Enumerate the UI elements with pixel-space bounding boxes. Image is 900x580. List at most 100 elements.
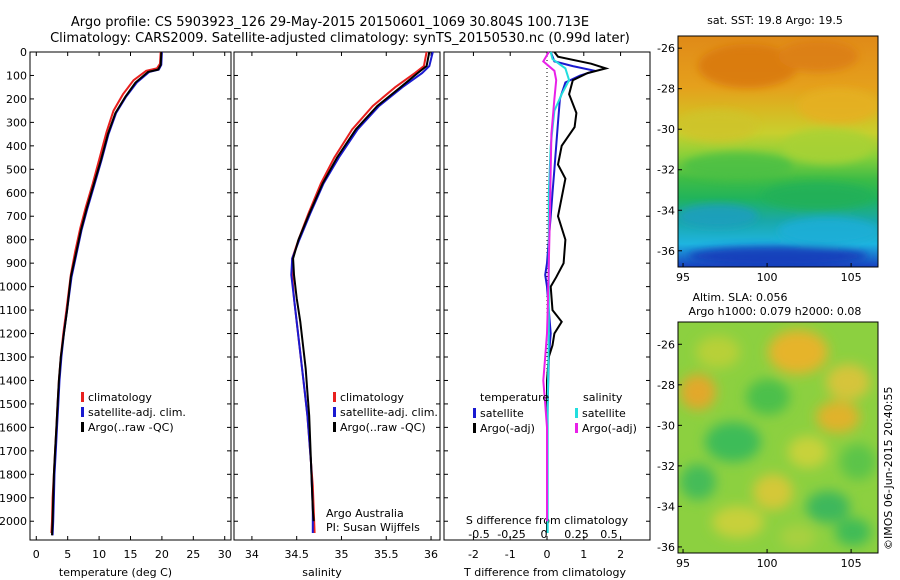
salinity-x-tick-label: 34.5 bbox=[284, 548, 309, 561]
difference-x-tick-label: 1 bbox=[580, 548, 587, 561]
legend-temperature-title: temperature bbox=[480, 391, 549, 404]
difference-series-4 bbox=[542, 51, 558, 522]
depth-tick-label: 900 bbox=[6, 257, 27, 270]
depth-tick-label: 500 bbox=[6, 163, 27, 176]
sst-map-panel: sat. SST: 19.8 Argo: 19.5 bbox=[657, 14, 879, 284]
map-lat-label: -26 bbox=[657, 338, 675, 351]
sla-map-title-line1: Altim. SLA: 0.056 bbox=[692, 291, 787, 304]
sla-map bbox=[678, 322, 878, 553]
depth-tick-label: 1100 bbox=[0, 304, 27, 317]
temperature-x-axis-label: temperature (deg C) bbox=[59, 566, 172, 579]
temperature-series-3 bbox=[51, 51, 163, 536]
depth-tick-label: 1800 bbox=[0, 468, 27, 481]
depth-tick-label: 2000 bbox=[0, 515, 27, 528]
map-lat-label: -32 bbox=[657, 164, 675, 177]
salinity-legend-swatch bbox=[333, 407, 336, 417]
legend-temp-label: satellite bbox=[480, 407, 524, 420]
depth-tick-label: 600 bbox=[6, 187, 27, 200]
map-lat-label: -34 bbox=[657, 500, 675, 513]
map-lat-label: -30 bbox=[657, 419, 675, 432]
temperature-legend-label: Argo(..raw -QC) bbox=[88, 421, 174, 434]
depth-tick-label: 1700 bbox=[0, 445, 27, 458]
difference-series-2 bbox=[546, 51, 610, 533]
salinity-plot-frame bbox=[233, 51, 441, 541]
map-lon-label: 105 bbox=[841, 271, 862, 284]
depth-tick-label: 200 bbox=[6, 93, 27, 106]
salinity-legend-swatch bbox=[333, 422, 336, 432]
difference-panel: -2 -1 0 1 2 T difference from climatology -0.5… bbox=[443, 51, 651, 579]
salinity-x-tick-label: 35.5 bbox=[374, 548, 399, 561]
depth-tick-label: 0 bbox=[20, 46, 27, 59]
legend-temp-swatch bbox=[473, 408, 476, 418]
temperature-x-tick-label: 20 bbox=[155, 548, 169, 561]
salinity-series-3 bbox=[292, 51, 431, 522]
header-line1: Argo profile: CS 5903923_126 29-May-2015… bbox=[71, 15, 589, 30]
map-lat-label: -28 bbox=[657, 379, 675, 392]
map-lat-label: -36 bbox=[657, 541, 675, 554]
legend-temp-swatch bbox=[473, 423, 476, 433]
watermark: ©IMOS 06-Jun-2015 20:40:55 bbox=[882, 386, 895, 550]
depth-tick-label: 1000 bbox=[0, 281, 27, 294]
difference-x-tick-label: -1 bbox=[505, 548, 516, 561]
header-line2: Climatology: CARS2009. Satellite-adjuste… bbox=[50, 31, 630, 46]
salinity-diff-tick-label: -0.25 bbox=[497, 528, 525, 541]
temperature-legend-label: climatology bbox=[88, 391, 152, 404]
sst-map-title: sat. SST: 19.8 Argo: 19.5 bbox=[707, 14, 843, 27]
salinity-legend-label: climatology bbox=[340, 391, 404, 404]
temperature-series-1 bbox=[50, 51, 162, 534]
credit-line1: Argo Australia bbox=[326, 507, 404, 520]
map-lon-label: 100 bbox=[757, 557, 778, 570]
temperature-x-tick-label: 15 bbox=[124, 548, 138, 561]
legend-salinity-title: salinity bbox=[583, 391, 623, 404]
salinity-legend-label: satellite-adj. clim. bbox=[340, 406, 438, 419]
salinity-x-tick-label: 36 bbox=[424, 548, 438, 561]
salinity-x-tick-label: 35 bbox=[334, 548, 348, 561]
depth-tick-label: 100 bbox=[6, 69, 27, 82]
temperature-x-tick-label: 5 bbox=[64, 548, 71, 561]
salinity-diff-tick-label: -0.5 bbox=[468, 528, 489, 541]
sla-map-title-line2: Argo h1000: 0.079 h2000: 0.08 bbox=[689, 305, 862, 318]
legend-sal-label: Argo(-adj) bbox=[582, 422, 637, 435]
depth-tick-label: 400 bbox=[6, 140, 27, 153]
temperature-legend-swatch bbox=[81, 422, 84, 432]
temperature-legend-label: satellite-adj. clim. bbox=[88, 406, 186, 419]
difference-x-tick-label: -2 bbox=[468, 548, 479, 561]
map-lat-label: -26 bbox=[657, 42, 675, 55]
depth-tick-label: 1300 bbox=[0, 351, 27, 364]
legend-sal-label: satellite bbox=[582, 407, 626, 420]
temperature-legend-swatch bbox=[81, 392, 84, 402]
legend-temp-label: Argo(-adj) bbox=[480, 422, 535, 435]
salinity-panel: 34 34.5 35 35.5 36 salinity climatology satelli… bbox=[233, 51, 441, 579]
temperature-x-tick-label: 25 bbox=[186, 548, 200, 561]
salinity-diff-tick-label: 0.25 bbox=[564, 528, 589, 541]
map-lat-label: -28 bbox=[657, 83, 675, 96]
temperature-x-tick-label: 30 bbox=[218, 548, 232, 561]
depth-tick-label: 700 bbox=[6, 210, 27, 223]
depth-tick-label: 1400 bbox=[0, 374, 27, 387]
legend-sal-swatch bbox=[575, 408, 578, 418]
salinity-x-tick-label: 34 bbox=[245, 548, 259, 561]
temperature-x-tick-label: 10 bbox=[92, 548, 106, 561]
map-lat-label: -30 bbox=[657, 123, 675, 136]
depth-tick-label: 1500 bbox=[0, 398, 27, 411]
sla-map-panel: Altim. SLA: 0.056 Argo h1000: 0.079 h200… bbox=[657, 291, 879, 570]
salinity-legend-label: Argo(..raw -QC) bbox=[340, 421, 426, 434]
map-lat-label: -32 bbox=[657, 460, 675, 473]
sst-map bbox=[678, 36, 878, 267]
map-lon-label: 95 bbox=[676, 557, 690, 570]
map-lat-label: -34 bbox=[657, 204, 675, 217]
temperature-plot-frame bbox=[29, 51, 232, 541]
depth-tick-label: 1200 bbox=[0, 328, 27, 341]
map-lon-label: 100 bbox=[757, 271, 778, 284]
salinity-diff-tick-label: 0 bbox=[541, 528, 548, 541]
salinity-diff-tick-label: 0.5 bbox=[600, 528, 618, 541]
legend-sal-swatch bbox=[575, 423, 578, 433]
difference-x-tick-label: 0 bbox=[544, 548, 551, 561]
salinity-series-2 bbox=[290, 51, 434, 533]
difference-x-axis-label: T difference from climatology bbox=[463, 566, 626, 579]
temperature-x-tick-label: 0 bbox=[33, 548, 40, 561]
map-lat-label: -36 bbox=[657, 245, 675, 258]
depth-tick-label: 800 bbox=[6, 234, 27, 247]
temperature-legend-swatch bbox=[81, 407, 84, 417]
